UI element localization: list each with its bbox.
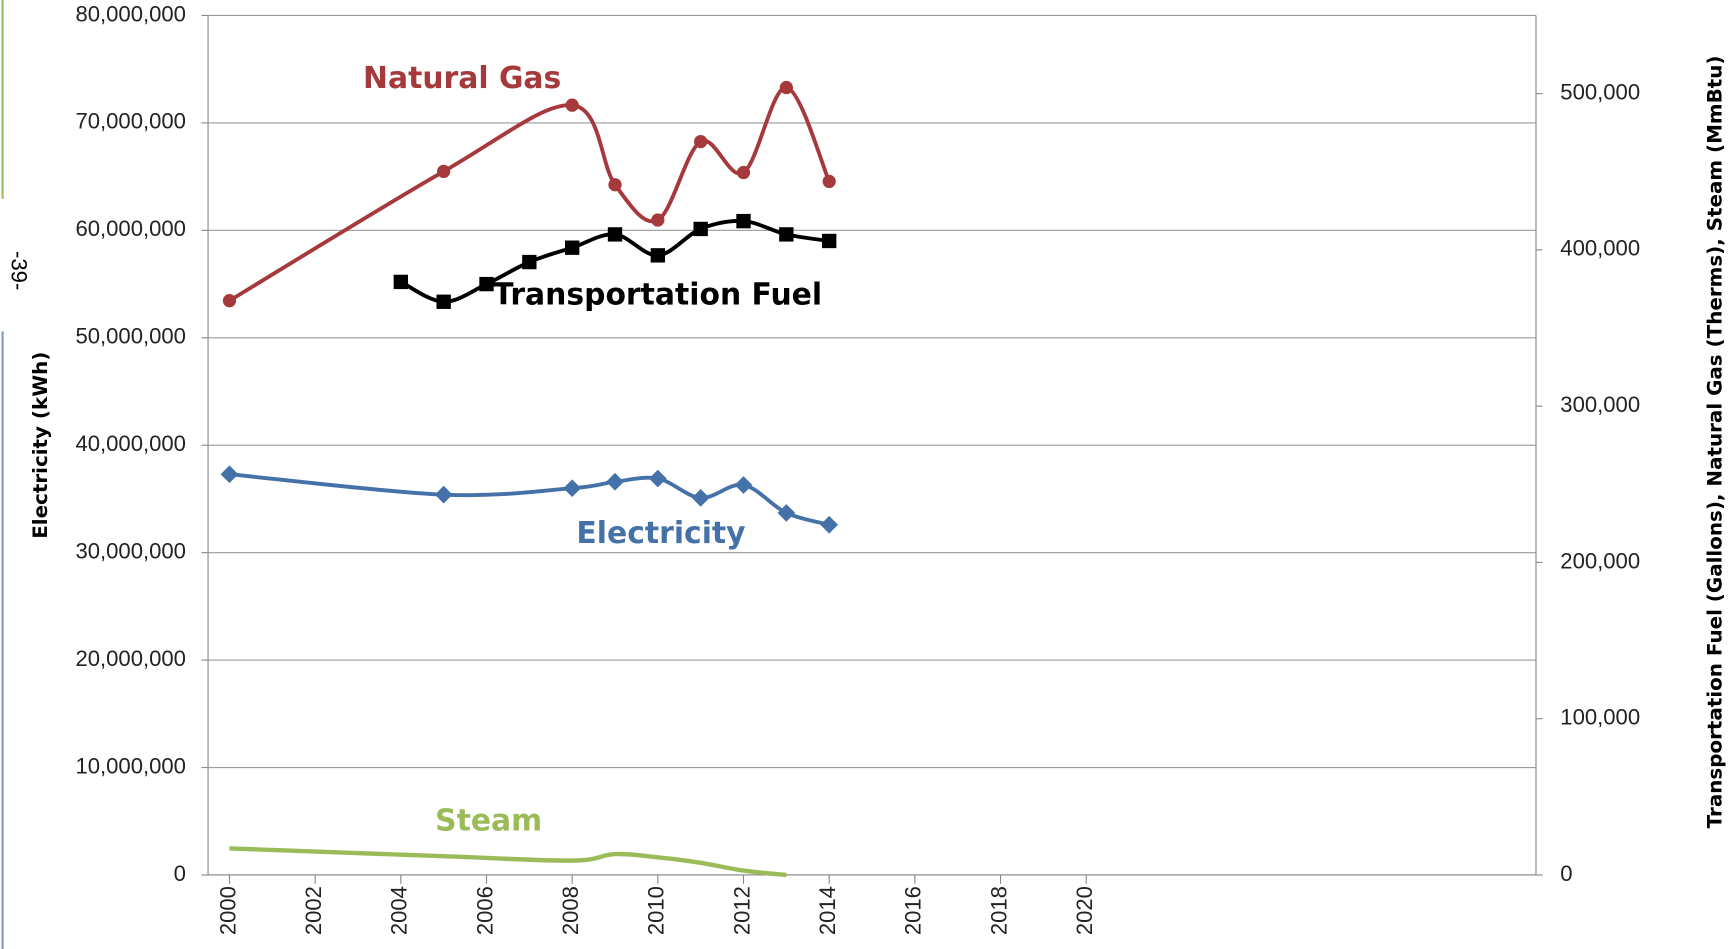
x-tick-label: 2012 (729, 886, 754, 935)
series-line (229, 472, 830, 527)
y-tick-label: 30,000,000 (75, 538, 186, 563)
y-tick-label: 80,000,000 (75, 1, 186, 26)
marker (691, 489, 710, 507)
marker (393, 274, 409, 290)
marker (736, 213, 751, 229)
marker (479, 276, 494, 292)
marker (607, 227, 623, 242)
marker (651, 213, 665, 227)
y-axis-title: Electricity (kWh) (29, 352, 52, 539)
marker (563, 479, 582, 498)
y2-tick-label: 200,000 (1560, 548, 1640, 573)
x-tick-label: 2010 (644, 886, 669, 935)
marker (693, 221, 708, 237)
series-line (229, 846, 787, 878)
marker (779, 227, 794, 242)
x-tick-label: 2014 (815, 886, 840, 935)
series-label: Electricity (576, 516, 745, 551)
marker (522, 254, 537, 270)
x-tick-label: 2006 (472, 886, 497, 935)
marker (649, 469, 667, 488)
page-label: -39- (6, 251, 31, 290)
x-tick-label: 2016 (901, 886, 926, 935)
marker (434, 485, 453, 504)
marker (436, 294, 451, 309)
series-label: Steam (435, 803, 542, 838)
marker (820, 515, 839, 534)
y2-tick-label: 0 (1560, 861, 1572, 886)
y-tick-label: 70,000,000 (75, 109, 186, 134)
x-tick-label: 2004 (387, 886, 412, 935)
marker (565, 98, 579, 112)
x-tick-label: 2002 (301, 886, 326, 935)
y2-tick-label: 500,000 (1560, 79, 1640, 104)
marker (694, 134, 708, 149)
y-tick-label: 60,000,000 (75, 216, 186, 241)
y-tick-label: 10,000,000 (75, 753, 186, 778)
y2-tick-label: 100,000 (1560, 705, 1640, 730)
marker (736, 165, 751, 180)
x-tick-label: 2008 (558, 886, 583, 935)
series-label: Transportation Fuel (493, 278, 822, 313)
marker (608, 178, 622, 192)
y2-axis-title: Transportation Fuel (Gallons), Natural G… (1704, 55, 1727, 828)
marker (822, 174, 836, 189)
x-tick-label: 2018 (986, 886, 1011, 935)
marker (222, 294, 237, 308)
marker (822, 233, 837, 249)
marker (220, 465, 239, 484)
marker (779, 80, 793, 95)
marker (777, 504, 796, 522)
y-tick-label: 0 (174, 861, 186, 886)
y2-tick-label: 400,000 (1560, 236, 1640, 261)
marker (606, 472, 624, 491)
x-tick-label: 2000 (215, 886, 240, 935)
marker (437, 164, 451, 179)
x-tick-label: 2020 (1072, 886, 1097, 935)
y-tick-label: 20,000,000 (75, 646, 186, 671)
y-tick-label: 50,000,000 (75, 324, 186, 349)
marker (564, 240, 580, 255)
y-tick-label: 40,000,000 (75, 431, 186, 456)
marker (650, 248, 666, 263)
marker (734, 476, 753, 494)
y2-tick-label: 300,000 (1560, 392, 1640, 417)
series-label: Natural Gas (363, 61, 561, 96)
